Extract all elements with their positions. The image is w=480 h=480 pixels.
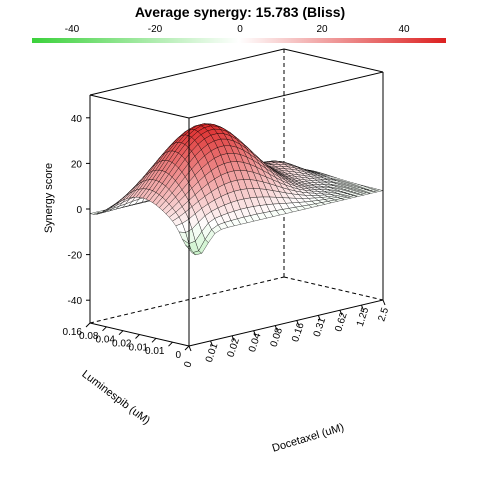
y-axis-label: Luminespib (uM) bbox=[79, 368, 152, 427]
box-edge bbox=[283, 48, 384, 73]
x-tick-label: 0 bbox=[182, 360, 194, 369]
x-tick-mark bbox=[188, 345, 192, 352]
x-tick-mark bbox=[253, 330, 257, 336]
colorbar: -40 -20 0 20 40 bbox=[32, 24, 446, 43]
x-tick-label: 0.16 bbox=[290, 321, 307, 343]
y-tick-label: 0 bbox=[175, 350, 181, 361]
x-tick-label: 0.04 bbox=[247, 331, 264, 353]
x-tick-mark bbox=[274, 325, 278, 331]
colorbar-tick-label: 40 bbox=[398, 24, 410, 35]
box-edge bbox=[89, 94, 190, 119]
x-tick-mark bbox=[296, 320, 300, 326]
y-axis-ticks: 00.010.010.020.040.080.16 bbox=[63, 322, 190, 361]
y-tick-label: 0.01 bbox=[145, 346, 165, 357]
x-tick-label: 1.25 bbox=[355, 306, 372, 328]
box-edge bbox=[188, 299, 384, 347]
y-tick-label: 0.01 bbox=[129, 342, 149, 353]
z-tick-label: -40 bbox=[68, 296, 83, 307]
z-tick-label: 20 bbox=[71, 159, 83, 170]
y-tick-mark bbox=[85, 322, 91, 328]
z-axis-label: Synergy score bbox=[43, 163, 55, 233]
y-tick-mark bbox=[184, 345, 190, 351]
y-tick-label: 0.04 bbox=[96, 335, 116, 346]
colorbar-gradient bbox=[32, 38, 446, 43]
x-tick-label: 0.01 bbox=[204, 341, 221, 363]
x-tick-label: 2.5 bbox=[376, 306, 391, 323]
colorbar-tick-label: 20 bbox=[316, 24, 328, 35]
y-tick-label: 0.08 bbox=[79, 331, 99, 342]
y-tick-mark bbox=[135, 334, 140, 339]
y-tick-mark bbox=[151, 337, 157, 343]
x-axis-ticks: 0 0.01 0.02 0.04 0.08 0.16 0.31 0.62 1.25 2.5 bbox=[182, 299, 391, 369]
x-tick-mark bbox=[317, 315, 321, 321]
x-tick-mark bbox=[360, 304, 364, 311]
x-tick-mark bbox=[339, 310, 343, 316]
x-tick-mark bbox=[382, 299, 386, 306]
x-axis-label: Docetaxel (uM) bbox=[271, 421, 346, 454]
z-tick-label: 40 bbox=[71, 114, 83, 125]
x-tick-label: 0.02 bbox=[226, 336, 243, 358]
synergy-surface bbox=[89, 123, 384, 256]
x-tick-mark bbox=[231, 335, 235, 341]
colorbar-tick-label: 0 bbox=[237, 24, 243, 35]
x-tick-mark bbox=[210, 340, 214, 347]
surface-cell bbox=[185, 245, 196, 256]
y-tick-label: 0.02 bbox=[112, 339, 132, 350]
z-tick-label: -20 bbox=[68, 251, 83, 262]
x-tick-label: 0.62 bbox=[333, 311, 350, 333]
box-edge bbox=[283, 276, 384, 301]
colorbar-tick-label: -40 bbox=[65, 24, 80, 35]
y-tick-mark bbox=[102, 326, 107, 332]
x-tick-label: 0.08 bbox=[269, 326, 286, 348]
x-tick-label: 0.31 bbox=[312, 316, 329, 338]
y-tick-mark bbox=[168, 341, 173, 347]
box-edge bbox=[89, 48, 285, 96]
colorbar-tick-label: -20 bbox=[148, 24, 163, 35]
y-tick-mark bbox=[118, 330, 124, 336]
z-tick-label: 0 bbox=[76, 205, 82, 216]
box-edge bbox=[89, 276, 285, 324]
z-axis-ticks: 40 20 0 -20 -40 bbox=[68, 114, 90, 307]
box-edge bbox=[188, 71, 384, 119]
y-tick-label: 0.16 bbox=[63, 327, 83, 338]
chart-title: Average synergy: 15.783 (Bliss) bbox=[135, 4, 345, 20]
